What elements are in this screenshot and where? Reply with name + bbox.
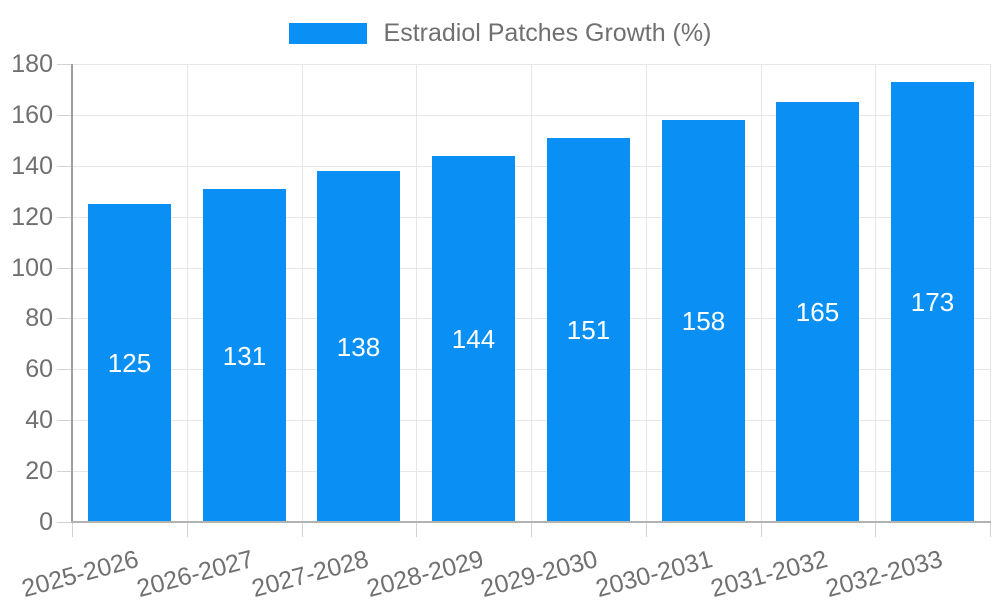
- y-axis-tick-label: 80: [25, 304, 53, 332]
- x-gridline: [531, 64, 532, 522]
- y-tick-mark: [57, 166, 72, 167]
- y-tick-mark: [57, 318, 72, 319]
- y-tick-mark: [57, 115, 72, 116]
- bar[interactable]: 158: [662, 120, 745, 522]
- x-tick-mark: [761, 522, 762, 537]
- legend-swatch-icon: [288, 23, 367, 44]
- bar-value-label: 151: [566, 315, 611, 345]
- x-tick-mark: [72, 522, 73, 537]
- legend-label: Estradiol Patches Growth (%): [383, 19, 712, 47]
- chart-legend[interactable]: Estradiol Patches Growth (%): [0, 19, 1000, 48]
- y-axis-tick-label: 40: [25, 406, 53, 434]
- bar[interactable]: 138: [317, 171, 400, 522]
- x-gridline: [761, 64, 762, 522]
- x-axis-tick-label: 2025-2026: [19, 545, 142, 600]
- bar-value-label: 165: [795, 297, 840, 327]
- bar-value-label: 144: [451, 324, 496, 354]
- y-tick-mark: [57, 64, 72, 65]
- x-tick-mark: [187, 522, 188, 537]
- x-axis-tick-label: 2029-2030: [478, 545, 601, 600]
- y-axis-tick-label: 180: [11, 50, 53, 78]
- bar-value-label: 125: [107, 348, 152, 378]
- x-gridline: [187, 64, 188, 522]
- x-gridline: [646, 64, 647, 522]
- bar[interactable]: 151: [547, 138, 630, 522]
- x-gridline: [875, 64, 876, 522]
- x-tick-mark: [875, 522, 876, 537]
- y-axis-tick-label: 140: [11, 152, 53, 180]
- bar[interactable]: 125: [88, 204, 171, 522]
- x-axis-tick-label: 2032-2033: [823, 545, 946, 600]
- y-axis-tick-label: 60: [25, 355, 53, 383]
- x-tick-mark: [302, 522, 303, 537]
- bar[interactable]: 173: [891, 82, 974, 522]
- y-axis-tick-label: 120: [11, 203, 53, 231]
- y-axis-tick-label: 0: [39, 508, 53, 536]
- x-axis-line: [71, 521, 991, 523]
- bar[interactable]: 131: [203, 189, 286, 522]
- x-gridline: [302, 64, 303, 522]
- y-axis-tick-label: 160: [11, 101, 53, 129]
- y-axis-tick-label: 100: [11, 254, 53, 282]
- bar-value-label: 173: [910, 287, 955, 317]
- x-gridline: [990, 64, 991, 522]
- x-axis-tick-label: 2031-2032: [708, 545, 831, 600]
- x-tick-mark: [416, 522, 417, 537]
- y-tick-mark: [57, 217, 72, 218]
- x-gridline: [416, 64, 417, 522]
- y-tick-mark: [57, 522, 72, 523]
- y-tick-mark: [57, 471, 72, 472]
- bar-value-label: 158: [681, 306, 726, 336]
- x-axis-tick-label: 2028-2029: [364, 545, 487, 600]
- y-axis-line: [71, 64, 73, 522]
- x-tick-mark: [531, 522, 532, 537]
- y-tick-mark: [57, 420, 72, 421]
- bar[interactable]: 165: [776, 102, 859, 522]
- y-tick-mark: [57, 268, 72, 269]
- y-axis-tick-label: 20: [25, 457, 53, 485]
- x-tick-mark: [990, 522, 991, 537]
- bar[interactable]: 144: [432, 156, 515, 522]
- x-axis-tick-label: 2030-2031: [593, 545, 716, 600]
- y-tick-mark: [57, 369, 72, 370]
- bar-value-label: 131: [222, 340, 267, 371]
- x-axis-tick-label: 2027-2028: [249, 545, 372, 600]
- bar-value-label: 138: [336, 331, 381, 362]
- x-tick-mark: [646, 522, 647, 537]
- x-axis-tick-label: 2026-2027: [134, 545, 257, 600]
